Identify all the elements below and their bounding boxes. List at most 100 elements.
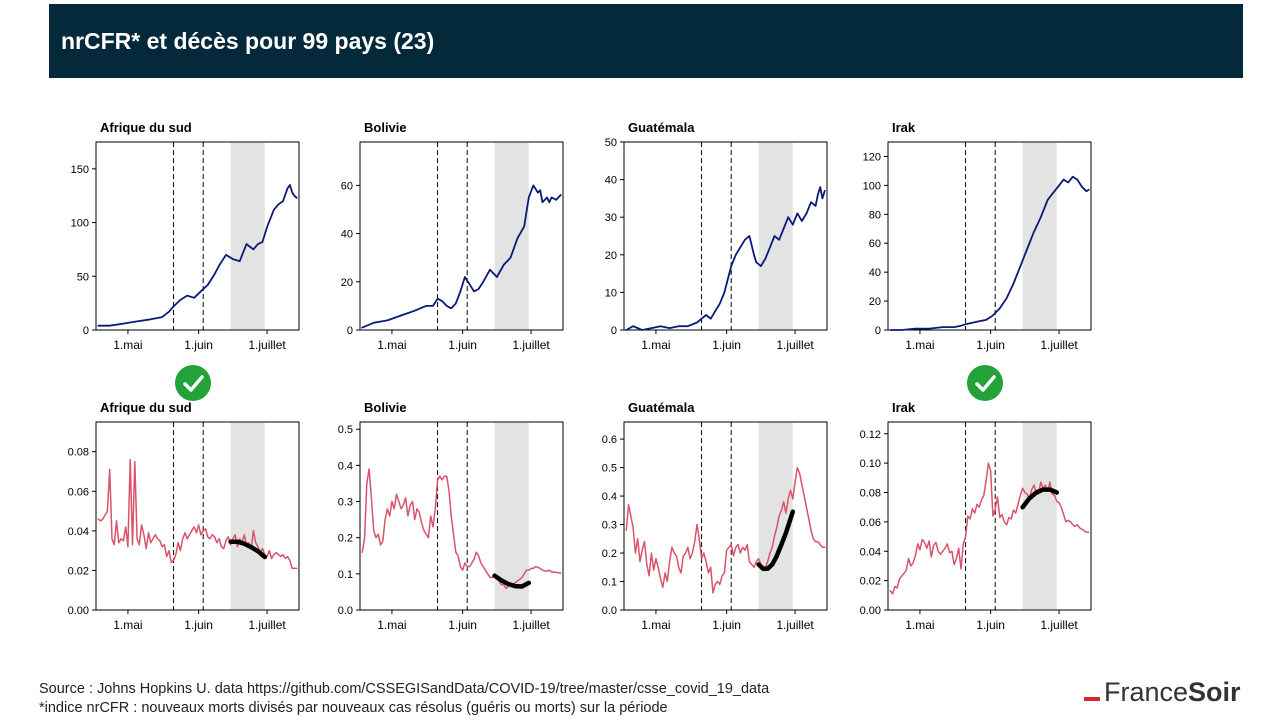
y-tick-label: 0.6 xyxy=(602,434,617,446)
chart-title: Guatémala xyxy=(628,400,695,415)
trend-fit-line xyxy=(228,539,268,560)
y-tick-label: 120 xyxy=(863,151,881,163)
logo-text-soir: Soir xyxy=(1188,677,1241,707)
plot-frame xyxy=(359,421,564,611)
y-tick-label: 0.04 xyxy=(860,546,881,558)
deaths-line xyxy=(625,186,826,331)
shaded-window xyxy=(494,142,529,330)
x-tick-label: 1.juin xyxy=(976,338,1005,352)
check-icon xyxy=(175,365,211,401)
chart-nrcfr-0: Afrique du sud 0.00 0.02 0.04 0.06 0.08 1.mai 1… xyxy=(68,365,300,632)
y-tick-label: 0.08 xyxy=(68,447,89,459)
y-tick-label: 0.5 xyxy=(602,463,617,475)
y-tick-label: 50 xyxy=(77,271,89,283)
y-tick-label: 0.2 xyxy=(338,533,353,545)
y-tick-label: 40 xyxy=(341,229,353,241)
y-tick-label: 150 xyxy=(71,164,89,176)
chart-title: Bolivie xyxy=(364,400,407,415)
y-tick-label: 80 xyxy=(869,209,881,221)
nrcfr-line xyxy=(361,468,562,590)
y-tick-label: 0.3 xyxy=(338,497,353,509)
y-tick-label: 0.1 xyxy=(602,577,617,589)
x-tick-label: 1.mai xyxy=(377,618,406,632)
y-tick-label: 30 xyxy=(605,212,617,224)
chart-deaths-0: Afrique du sud 0 50 100 150 1.mai 1.juin 1.juil… xyxy=(71,120,300,352)
y-tick-label: 0.02 xyxy=(68,565,89,577)
x-tick-label: 1.juin xyxy=(184,338,213,352)
nrcfr-line xyxy=(625,466,826,594)
y-tick-label: 20 xyxy=(869,296,881,308)
chart-deaths-2: Guatémala 0 10 20 30 40 50 1.mai 1.juin 1.juillet xyxy=(605,120,828,352)
check-mark xyxy=(183,375,204,392)
x-tick-label: 1.juillet xyxy=(776,618,814,632)
trend-fit-line xyxy=(1020,487,1060,510)
trend-fit-line xyxy=(756,509,796,571)
x-tick-label: 1.mai xyxy=(905,338,934,352)
y-tick-label: 0.08 xyxy=(860,488,881,500)
y-tick-label: 40 xyxy=(869,267,881,279)
chart-title: Irak xyxy=(892,400,916,415)
y-tick-label: 20 xyxy=(605,250,617,262)
x-tick-label: 1.mai xyxy=(113,338,142,352)
y-tick-label: 0.3 xyxy=(602,520,617,532)
y-tick-label: 0.5 xyxy=(338,424,353,436)
y-tick-label: 40 xyxy=(605,175,617,187)
shaded-window xyxy=(758,422,793,610)
x-tick-label: 1.juin xyxy=(448,338,477,352)
page-title: nrCFR* et décès pour 99 pays (23) xyxy=(61,28,435,54)
nrcfr-line xyxy=(97,458,298,570)
chart-nrcfr-3: Irak 0.00 0.02 0.04 0.06 0.08 0.10 0.12 1.mai 1.j… xyxy=(860,365,1092,632)
x-tick-label: 1.mai xyxy=(377,338,406,352)
y-tick-label: 0.0 xyxy=(602,605,617,617)
x-tick-label: 1.mai xyxy=(641,618,670,632)
x-tick-label: 1.mai xyxy=(641,338,670,352)
plot-frame xyxy=(887,421,1092,611)
trend-fit-line xyxy=(492,573,532,589)
chart-title: Afrique du sud xyxy=(100,400,192,415)
x-tick-label: 1.mai xyxy=(113,618,142,632)
chart-title: Irak xyxy=(892,120,916,135)
source-text: Source : Johns Hopkins U. data https://g… xyxy=(39,681,770,697)
x-tick-label: 1.juillet xyxy=(248,618,286,632)
y-tick-label: 0.02 xyxy=(860,576,881,588)
y-tick-label: 0.4 xyxy=(338,460,353,472)
x-tick-label: 1.juillet xyxy=(512,618,550,632)
y-tick-label: 60 xyxy=(869,238,881,250)
chart-title: Afrique du sud xyxy=(100,120,192,135)
y-tick-label: 0.2 xyxy=(602,548,617,560)
y-tick-label: 0.00 xyxy=(68,605,89,617)
x-tick-label: 1.mai xyxy=(905,618,934,632)
plot-frame xyxy=(887,141,1092,331)
chart-deaths-1: Bolivie 0 20 40 60 1.mai 1.juin 1.juillet xyxy=(341,120,564,352)
deaths-line xyxy=(97,184,298,327)
footnote-text: *indice nrCFR : nouveaux morts divisés p… xyxy=(39,700,668,716)
francesoir-logo: FranceSoir xyxy=(1084,677,1241,711)
y-tick-label: 100 xyxy=(863,180,881,192)
y-tick-label: 60 xyxy=(341,180,353,192)
logo-text-france: France xyxy=(1104,677,1189,707)
logo-accent-bar xyxy=(1084,697,1100,701)
y-tick-label: 0.4 xyxy=(602,491,617,503)
x-tick-label: 1.juillet xyxy=(512,338,550,352)
shaded-window xyxy=(230,422,265,610)
x-tick-label: 1.juillet xyxy=(248,338,286,352)
x-tick-label: 1.juillet xyxy=(1040,338,1078,352)
y-tick-label: 0.10 xyxy=(860,458,881,470)
plot-frame xyxy=(359,141,564,331)
y-tick-label: 10 xyxy=(605,287,617,299)
y-tick-label: 0 xyxy=(611,325,617,337)
y-tick-label: 100 xyxy=(71,218,89,230)
nrcfr-line xyxy=(889,462,1090,595)
plot-frame xyxy=(623,141,828,331)
x-tick-label: 1.juin xyxy=(448,618,477,632)
shaded-window xyxy=(1022,422,1057,610)
deaths-line xyxy=(889,175,1090,331)
x-tick-label: 1.juin xyxy=(712,618,741,632)
shaded-window xyxy=(230,142,265,330)
y-tick-label: 0.06 xyxy=(68,486,89,498)
y-tick-label: 0.04 xyxy=(68,526,89,538)
plot-frame xyxy=(95,141,300,331)
chart-title: Bolivie xyxy=(364,120,407,135)
y-tick-label: 0 xyxy=(875,325,881,337)
y-tick-label: 0.1 xyxy=(338,569,353,581)
